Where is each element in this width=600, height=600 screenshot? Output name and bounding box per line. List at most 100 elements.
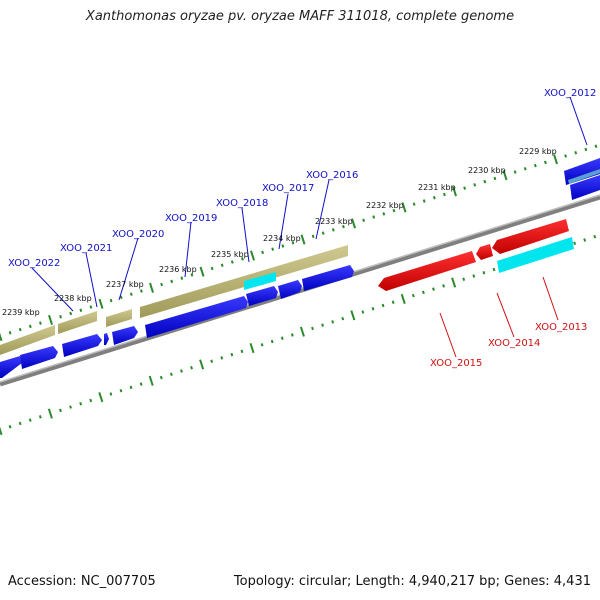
- major-tick: [148, 375, 154, 386]
- gene-label-xoo-2017[interactable]: XOO_2017: [262, 183, 314, 194]
- gene-label-xoo-2022[interactable]: XOO_2022: [8, 258, 60, 269]
- minor-tick: [69, 311, 73, 316]
- forward-gene: [62, 334, 102, 357]
- cds-band-track: [0, 245, 348, 355]
- forward-gene: [20, 346, 58, 369]
- minor-tick: [432, 287, 435, 291]
- minor-tick: [321, 323, 325, 327]
- minor-tick: [119, 295, 123, 300]
- gene-label-xoo-2020[interactable]: XOO_2020: [112, 229, 164, 240]
- minor-tick: [210, 266, 214, 271]
- forward-gene: [278, 280, 302, 299]
- minor-tick: [89, 305, 93, 309]
- major-tick: [47, 408, 53, 419]
- minor-tick: [280, 336, 284, 340]
- gene-label-xoo-2013[interactable]: XOO_2013: [535, 322, 587, 333]
- tick-label: 2235 kbp: [211, 250, 249, 259]
- major-tick: [249, 343, 255, 354]
- cds-band: [58, 311, 97, 334]
- minor-tick: [8, 424, 12, 429]
- minor-tick: [533, 163, 537, 168]
- highlight-gene: [497, 237, 574, 273]
- tick-label: 2239 kbp: [2, 308, 40, 317]
- minor-tick: [432, 196, 436, 200]
- map-title: Xanthomonas oryzae pv. oryzae MAFF 31101…: [85, 9, 515, 24]
- minor-tick: [180, 369, 183, 373]
- cds-band: [0, 325, 55, 355]
- minor-tick: [59, 408, 62, 413]
- minor-tick: [129, 385, 133, 390]
- minor-tick: [129, 292, 133, 296]
- minor-tick: [89, 398, 93, 403]
- minor-tick: [160, 282, 164, 287]
- forward-gene: [112, 326, 138, 345]
- minor-tick: [472, 274, 476, 278]
- reverse-gene: [476, 244, 493, 260]
- minor-tick: [412, 202, 416, 206]
- minor-tick: [220, 356, 224, 360]
- minor-tick: [119, 388, 123, 393]
- minor-tick: [573, 241, 577, 245]
- major-tick: [48, 314, 53, 325]
- minor-tick: [109, 298, 113, 303]
- forward-gene: [564, 158, 600, 185]
- gene-label-xoo-2019[interactable]: XOO_2019: [165, 213, 217, 224]
- minor-tick: [271, 247, 275, 251]
- minor-tick: [381, 303, 385, 308]
- inner-tick-track: [0, 234, 597, 436]
- forward-gene: [302, 265, 354, 291]
- major-tick: [502, 170, 508, 181]
- minor-tick: [382, 212, 386, 216]
- minor-tick: [341, 316, 345, 321]
- minor-tick: [361, 310, 365, 314]
- minor-tick: [38, 321, 42, 325]
- minor-tick: [331, 320, 335, 324]
- gene-label-xoo-2014[interactable]: XOO_2014: [488, 338, 540, 349]
- minor-tick: [411, 293, 415, 298]
- major-tick: [400, 293, 406, 305]
- forward-gene-track: [0, 158, 600, 378]
- leader-lines-red: [439, 276, 559, 358]
- forward-gene: [570, 175, 600, 200]
- minor-tick: [473, 183, 477, 187]
- minor-tick: [109, 392, 113, 396]
- minor-tick: [281, 244, 285, 248]
- tick-labels: 2229 kbp 2230 kbp 2231 kbp 2232 kbp 2233…: [2, 147, 557, 317]
- gene-label-xoo-2016[interactable]: XOO_2016: [306, 170, 358, 181]
- cds-band: [106, 309, 132, 327]
- minor-tick: [391, 300, 395, 304]
- gene-label-xoo-2012[interactable]: XOO_2012: [544, 88, 596, 99]
- minor-tick: [28, 418, 32, 422]
- minor-tick: [342, 224, 345, 229]
- minor-tick: [270, 339, 274, 344]
- minor-tick: [544, 160, 547, 165]
- major-tick: [553, 154, 559, 165]
- minor-tick: [492, 267, 496, 272]
- minor-tick: [593, 234, 597, 239]
- minor-tick: [180, 276, 184, 280]
- major-tick: [199, 266, 205, 277]
- minor-tick: [421, 290, 425, 295]
- major-tick: [98, 298, 104, 309]
- minor-tick: [169, 372, 173, 377]
- highlight-band: [244, 272, 276, 290]
- gene-label-xoo-2018[interactable]: XOO_2018: [216, 198, 268, 209]
- minor-tick: [392, 208, 396, 213]
- minor-tick: [28, 324, 32, 329]
- minor-tick: [170, 279, 174, 284]
- minor-tick: [564, 154, 568, 158]
- gene-label-xoo-2021[interactable]: XOO_2021: [60, 243, 112, 254]
- major-tick: [149, 282, 154, 293]
- minor-tick: [260, 343, 264, 347]
- minor-tick: [230, 260, 234, 264]
- major-tick: [401, 202, 407, 213]
- forward-gene: [145, 296, 248, 338]
- genome-summary-text: Topology: circular; Length: 4,940,217 bp…: [233, 574, 591, 589]
- minor-tick: [190, 366, 193, 370]
- minor-tick: [18, 421, 22, 426]
- minor-tick: [371, 307, 375, 311]
- tick-label: 2236 kbp: [159, 265, 197, 274]
- major-tick: [98, 392, 104, 403]
- gene-label-xoo-2015[interactable]: XOO_2015: [430, 358, 482, 369]
